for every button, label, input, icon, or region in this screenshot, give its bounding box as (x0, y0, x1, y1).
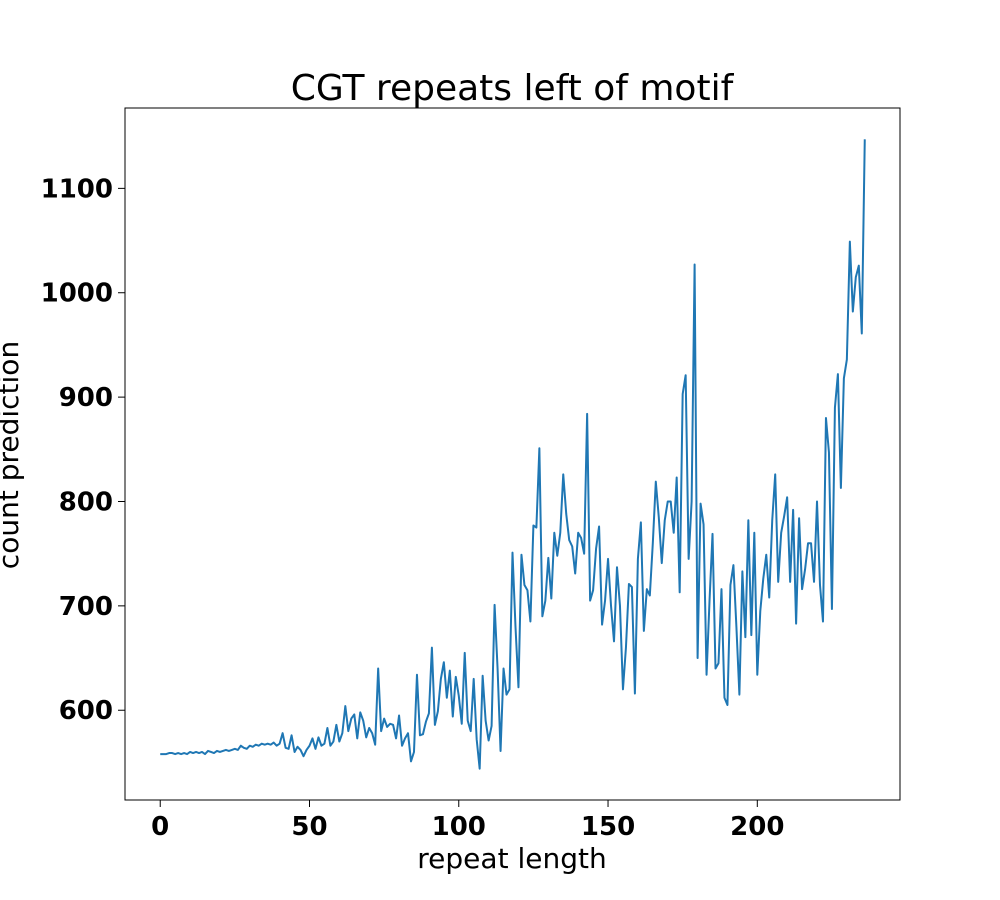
y-tick-label: 1100 (41, 174, 113, 204)
chart-title: CGT repeats left of motif (291, 68, 735, 109)
y-tick-label: 600 (59, 696, 113, 726)
x-tick-label: 0 (151, 812, 169, 842)
x-tick-label: 150 (581, 812, 635, 842)
x-tick-label: 100 (432, 812, 486, 842)
y-tick-label: 900 (59, 383, 113, 413)
x-axis-label: repeat length (417, 842, 606, 875)
y-tick-label: 800 (59, 487, 113, 517)
y-tick-label: 1000 (41, 279, 113, 309)
plot-frame (124, 107, 901, 801)
x-tick-label: 50 (291, 812, 327, 842)
data-line (160, 139, 866, 770)
y-tick-label: 700 (59, 592, 113, 622)
y-axis-label: count prediction (0, 341, 25, 569)
x-tick-label: 200 (730, 812, 784, 842)
